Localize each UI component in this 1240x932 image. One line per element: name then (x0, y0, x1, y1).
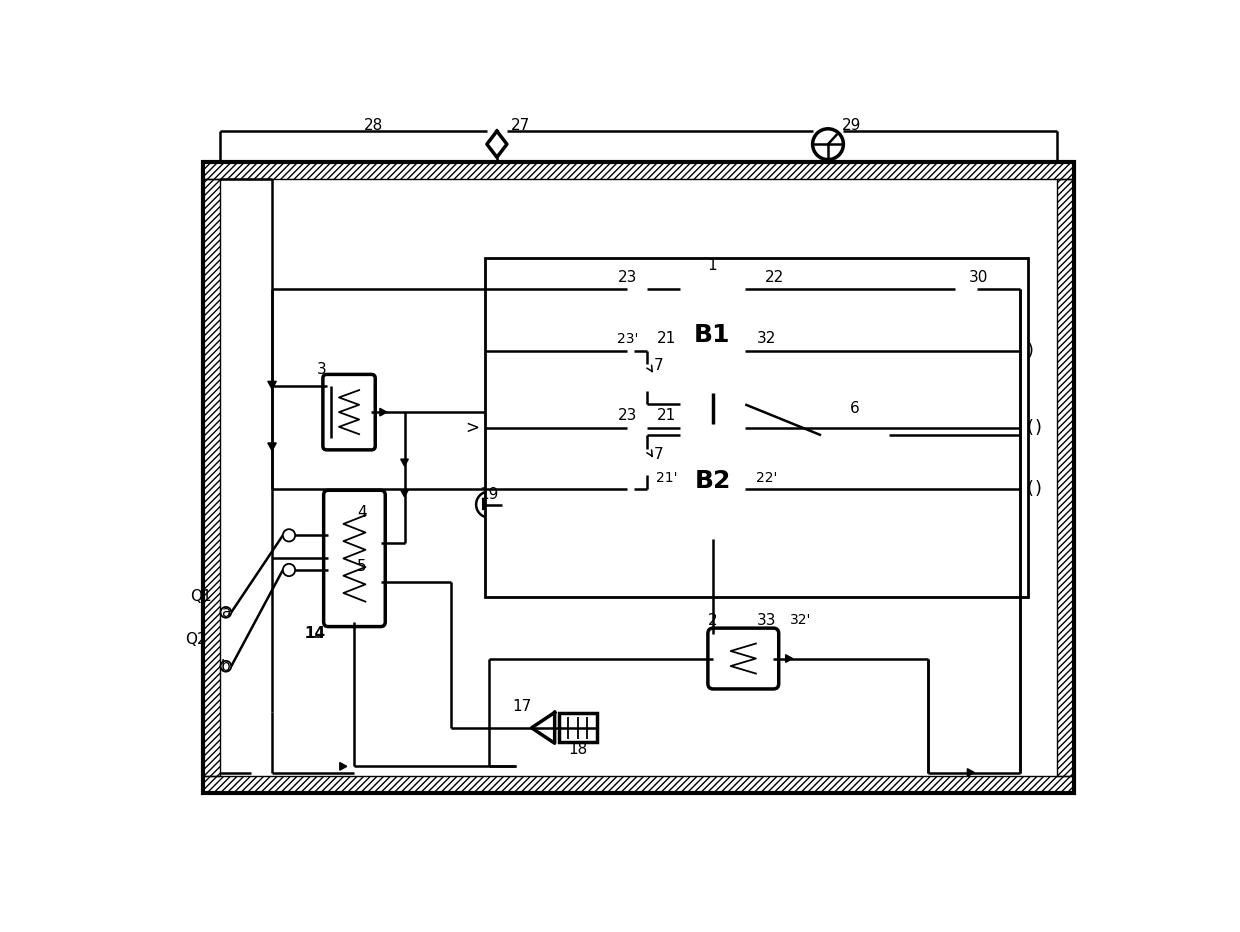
Text: 22: 22 (765, 270, 784, 285)
Text: 27: 27 (511, 118, 529, 133)
Text: Q1: Q1 (191, 589, 212, 605)
Circle shape (636, 487, 639, 490)
Polygon shape (528, 485, 536, 493)
Polygon shape (637, 344, 647, 357)
Polygon shape (528, 284, 536, 294)
Polygon shape (997, 284, 1006, 294)
Polygon shape (627, 483, 637, 496)
Polygon shape (482, 500, 496, 510)
Polygon shape (528, 423, 536, 432)
Text: 22': 22' (755, 471, 777, 485)
Text: 23': 23' (618, 332, 639, 346)
Text: >: > (465, 418, 479, 436)
Text: 19: 19 (480, 487, 498, 502)
Polygon shape (760, 284, 769, 294)
Text: (: ( (1027, 418, 1034, 436)
Bar (558, 713, 596, 743)
Circle shape (636, 350, 639, 352)
Polygon shape (627, 421, 637, 434)
Polygon shape (379, 408, 387, 416)
Text: (: ( (1027, 480, 1034, 498)
Polygon shape (786, 654, 792, 663)
Polygon shape (637, 483, 647, 496)
Bar (680, 278, 745, 393)
Bar (203, 162, 1074, 793)
Text: 3: 3 (317, 362, 327, 377)
Text: 28: 28 (365, 118, 383, 133)
Text: 21: 21 (657, 332, 676, 347)
Circle shape (636, 426, 639, 429)
Text: 21': 21' (656, 471, 677, 485)
Bar (203, 776, 1074, 793)
Text: b: b (221, 659, 231, 674)
Text: 33: 33 (756, 612, 776, 627)
Text: 21: 21 (657, 408, 676, 423)
Text: 6: 6 (851, 401, 859, 416)
Polygon shape (532, 712, 554, 743)
Text: 4: 4 (357, 505, 367, 520)
Polygon shape (967, 769, 975, 776)
Polygon shape (487, 131, 507, 158)
Polygon shape (668, 423, 676, 432)
Text: 7: 7 (653, 447, 663, 462)
Bar (485, 258, 1028, 596)
Polygon shape (967, 282, 977, 295)
Text: 7: 7 (653, 359, 663, 374)
Polygon shape (401, 459, 408, 466)
Polygon shape (528, 347, 536, 355)
Polygon shape (760, 485, 769, 493)
Bar (203, 179, 219, 776)
Polygon shape (956, 282, 967, 295)
Polygon shape (268, 381, 277, 389)
Text: 30: 30 (968, 270, 988, 285)
Text: 32': 32' (790, 613, 812, 627)
Text: 1: 1 (708, 258, 717, 273)
Polygon shape (637, 421, 647, 434)
Polygon shape (668, 284, 676, 294)
Text: ): ) (1034, 418, 1042, 436)
FancyBboxPatch shape (708, 628, 779, 689)
Text: B2: B2 (694, 470, 730, 493)
Polygon shape (401, 490, 408, 497)
Text: Q2: Q2 (185, 632, 207, 647)
Bar (680, 424, 745, 540)
Bar (1058, 179, 1074, 776)
Text: 32: 32 (756, 332, 776, 347)
Polygon shape (668, 431, 676, 440)
Bar (821, 418, 889, 453)
FancyBboxPatch shape (322, 375, 376, 450)
Text: 17: 17 (512, 699, 531, 714)
Polygon shape (627, 344, 637, 357)
Text: 23: 23 (618, 408, 637, 423)
Text: B1: B1 (694, 323, 730, 347)
Polygon shape (627, 282, 637, 295)
Text: ): ) (1034, 480, 1042, 498)
Bar (203, 162, 1074, 179)
Circle shape (636, 288, 639, 290)
Text: a: a (221, 605, 231, 620)
Text: 2: 2 (708, 612, 717, 627)
Text: 23: 23 (618, 270, 637, 285)
Text: 29: 29 (842, 118, 861, 133)
Text: 5: 5 (357, 558, 367, 573)
Polygon shape (760, 347, 769, 355)
Circle shape (965, 288, 968, 290)
Polygon shape (668, 400, 676, 408)
Polygon shape (760, 423, 769, 432)
Text: 18: 18 (568, 742, 588, 757)
FancyBboxPatch shape (324, 490, 386, 626)
Text: 14: 14 (304, 626, 325, 641)
Polygon shape (340, 762, 347, 770)
Polygon shape (268, 443, 277, 451)
Text: ): ) (1027, 341, 1034, 360)
Polygon shape (513, 501, 520, 508)
Polygon shape (637, 282, 647, 295)
